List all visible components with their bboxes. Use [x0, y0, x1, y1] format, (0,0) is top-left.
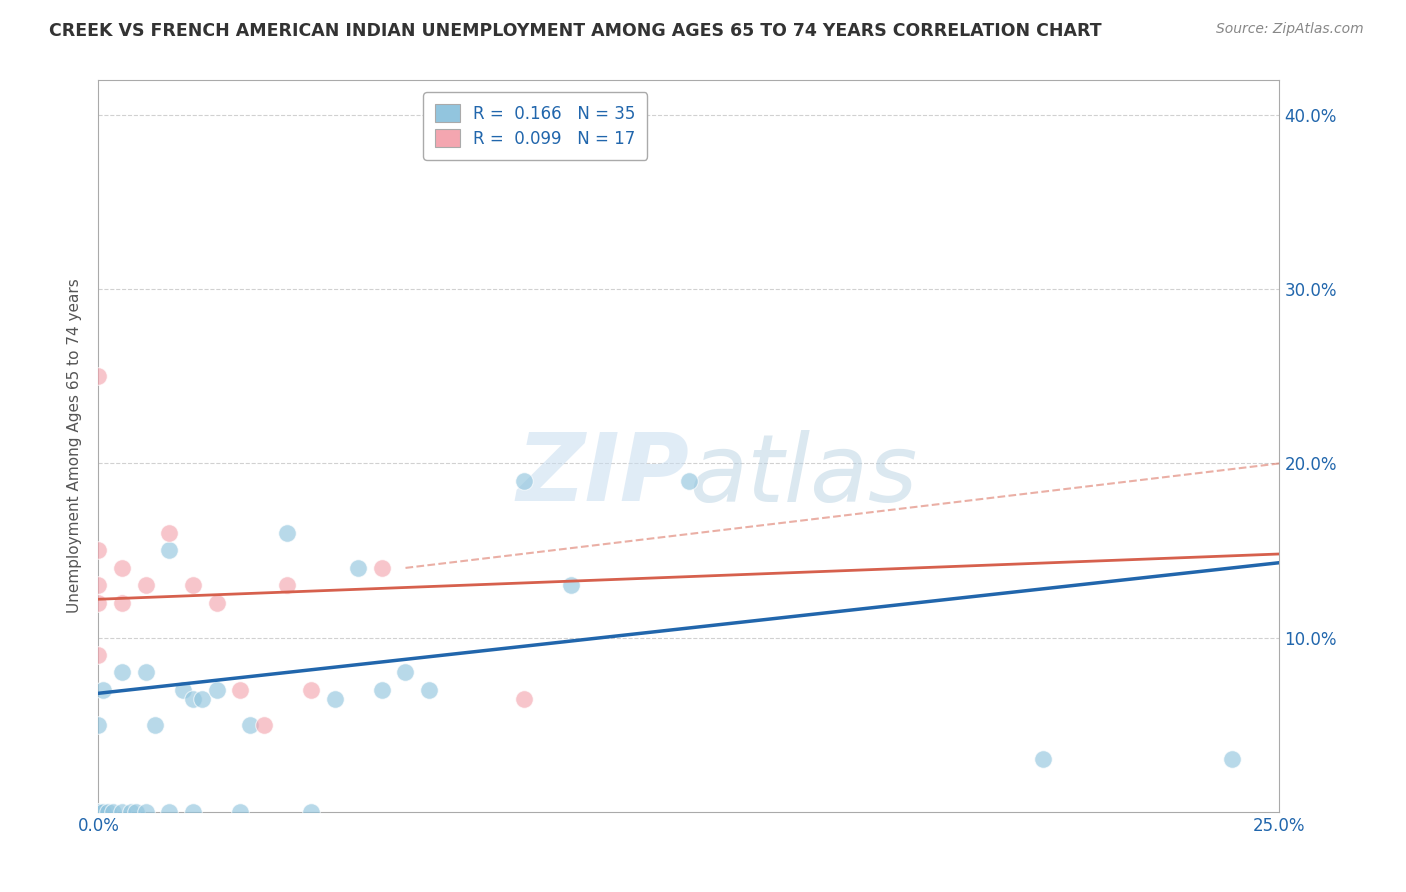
Point — [181, 691, 204, 706]
Point — [299, 805, 322, 819]
Point — [135, 578, 157, 592]
Point — [299, 682, 322, 697]
Point — [205, 596, 228, 610]
Point — [111, 561, 134, 575]
Point — [418, 682, 440, 697]
Point — [512, 474, 534, 488]
Point — [87, 805, 110, 819]
Point — [87, 578, 110, 592]
Point — [371, 682, 394, 697]
Point — [87, 805, 110, 819]
Point — [97, 805, 120, 819]
Point — [512, 691, 534, 706]
Point — [121, 805, 143, 819]
Point — [181, 805, 204, 819]
Point — [371, 561, 394, 575]
Point — [239, 717, 262, 731]
Point — [87, 369, 110, 384]
Point — [111, 596, 134, 610]
Point — [87, 596, 110, 610]
Point — [87, 717, 110, 731]
Point — [135, 665, 157, 680]
Point — [1032, 752, 1054, 766]
Point — [87, 543, 110, 558]
Point — [111, 665, 134, 680]
Point — [91, 805, 114, 819]
Point — [253, 717, 276, 731]
Point — [347, 561, 370, 575]
Point — [91, 682, 114, 697]
Point — [191, 691, 214, 706]
Point — [560, 578, 582, 592]
Point — [101, 805, 124, 819]
Point — [394, 665, 416, 680]
Point — [181, 578, 204, 592]
Point — [229, 682, 252, 697]
Point — [135, 805, 157, 819]
Point — [157, 543, 180, 558]
Point — [229, 805, 252, 819]
Point — [143, 717, 166, 731]
Point — [276, 578, 298, 592]
Point — [323, 691, 346, 706]
Point — [172, 682, 194, 697]
Y-axis label: Unemployment Among Ages 65 to 74 years: Unemployment Among Ages 65 to 74 years — [67, 278, 83, 614]
Text: atlas: atlas — [689, 430, 917, 521]
Text: ZIP: ZIP — [516, 429, 689, 521]
Text: CREEK VS FRENCH AMERICAN INDIAN UNEMPLOYMENT AMONG AGES 65 TO 74 YEARS CORRELATI: CREEK VS FRENCH AMERICAN INDIAN UNEMPLOY… — [49, 22, 1102, 40]
Point — [1220, 752, 1243, 766]
Point — [111, 805, 134, 819]
Point — [125, 805, 148, 819]
Point — [157, 805, 180, 819]
Point — [678, 474, 700, 488]
Point — [205, 682, 228, 697]
Legend: R =  0.166   N = 35, R =  0.099   N = 17: R = 0.166 N = 35, R = 0.099 N = 17 — [423, 92, 647, 160]
Point — [157, 526, 180, 541]
Point — [276, 526, 298, 541]
Point — [87, 648, 110, 662]
Text: Source: ZipAtlas.com: Source: ZipAtlas.com — [1216, 22, 1364, 37]
